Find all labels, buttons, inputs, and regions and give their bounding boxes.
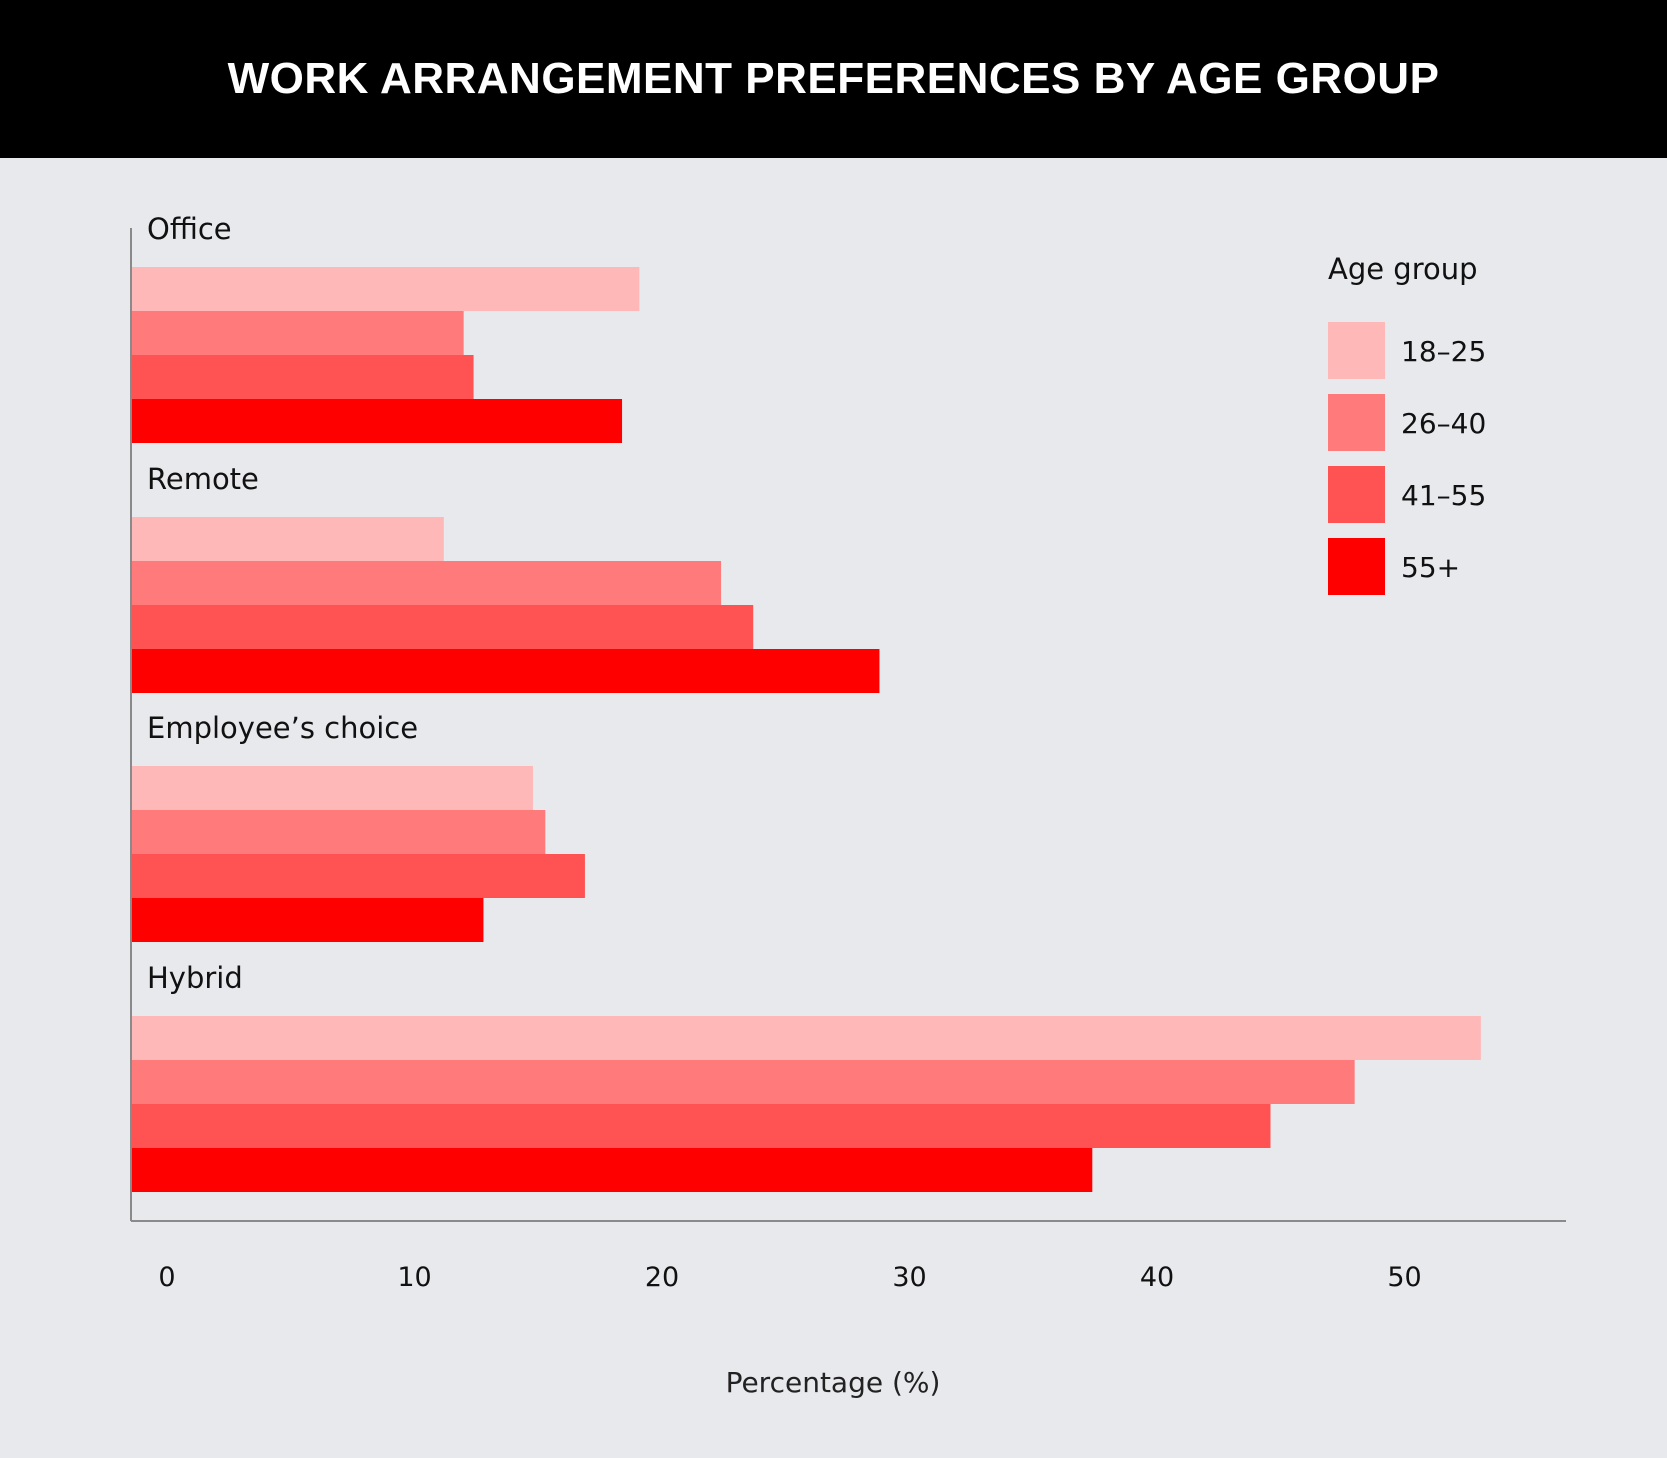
bar xyxy=(132,810,546,854)
legend-label: 41–55 xyxy=(1401,479,1486,512)
legend-label: 26–40 xyxy=(1401,407,1486,440)
x-tick-label: 30 xyxy=(892,1262,926,1293)
legend-title: Age group xyxy=(1328,252,1478,286)
x-tick-label: 10 xyxy=(397,1262,431,1293)
bar xyxy=(132,355,474,399)
chart-title: WORK ARRANGEMENT PREFERENCES BY AGE GROU… xyxy=(227,54,1440,103)
bar xyxy=(132,1016,1481,1060)
bar xyxy=(132,854,585,898)
bar xyxy=(132,1104,1271,1148)
bar xyxy=(132,649,880,693)
bar xyxy=(132,267,640,311)
bar xyxy=(132,399,623,443)
category-label: Employee’s choice xyxy=(147,711,418,745)
x-tick-label: 20 xyxy=(645,1262,679,1293)
legend-swatch xyxy=(1328,394,1385,451)
title-bar: WORK ARRANGEMENT PREFERENCES BY AGE GROU… xyxy=(0,0,1667,158)
bar xyxy=(132,517,444,561)
x-tick-label: 0 xyxy=(158,1262,175,1293)
bar xyxy=(132,1060,1355,1104)
x-tick-label: 50 xyxy=(1387,1262,1421,1293)
bar xyxy=(132,898,484,942)
category-label: Office xyxy=(147,212,232,246)
bar xyxy=(132,766,533,810)
bar xyxy=(132,311,464,355)
legend-label: 18–25 xyxy=(1401,335,1486,368)
legend-swatch xyxy=(1328,322,1385,379)
legend-swatch xyxy=(1328,538,1385,595)
bar xyxy=(132,1148,1093,1192)
category-label: Remote xyxy=(147,462,259,496)
bar xyxy=(132,561,722,605)
x-axis-title: Percentage (%) xyxy=(726,1366,941,1399)
legend-swatch xyxy=(1328,466,1385,523)
chart-area: Office Remote Employee’s choice Hybrid 0 10 20… xyxy=(130,212,1566,1399)
category-label: Hybrid xyxy=(147,961,243,995)
legend-label: 55+ xyxy=(1401,551,1460,584)
bar xyxy=(132,605,754,649)
x-tick-label: 40 xyxy=(1140,1262,1174,1293)
